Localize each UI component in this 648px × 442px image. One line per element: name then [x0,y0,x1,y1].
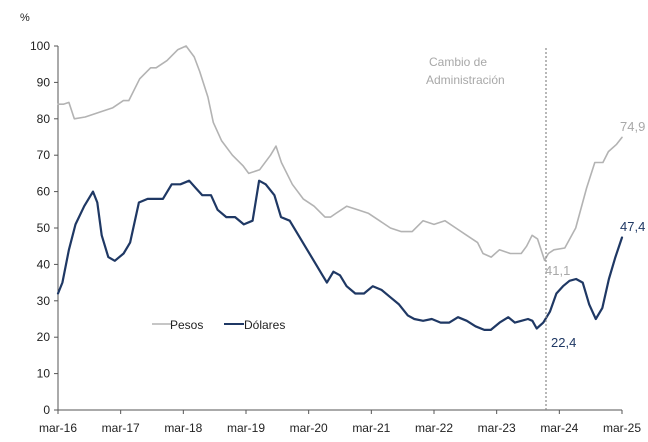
y-tick-label: 80 [37,112,51,126]
x-tick-label: mar-22 [415,421,453,435]
x-tick-label: mar-16 [39,421,77,435]
y-axis-label: % [20,12,30,24]
x-tick-label: mar-19 [227,421,265,435]
label-pesos-min: 41,1 [545,263,570,278]
legend: Pesos Dólares [152,318,285,332]
y-tick-label: 90 [37,75,51,89]
legend-dolares-label: Dólares [244,318,285,332]
y-tick-label: 40 [37,257,51,271]
x-tick-label: mar-21 [352,421,390,435]
x-tick-label: mar-24 [540,421,578,435]
series-line-dolares [56,179,624,331]
y-tick-label: 0 [43,403,50,417]
annotation-change-line2: Administración [426,73,505,87]
series-layer [56,45,624,331]
x-tick-label: mar-18 [164,421,202,435]
x-tick-label: mar-20 [290,421,328,435]
x-tick-label: mar-17 [102,421,140,435]
y-tick-label: 20 [37,330,51,344]
y-tick-label: 100 [30,39,50,53]
label-dolares-min: 22,4 [551,335,576,350]
label-pesos-last: 74,9 [620,119,645,134]
label-dolares-last: 47,4 [620,219,645,234]
y-tick-label: 30 [37,294,51,308]
y-tick-label: 10 [37,367,51,381]
y-tick-label: 60 [37,185,51,199]
x-axis: mar-16 mar-17 mar-18 mar-19 mar-20 mar-21 mar-… [39,409,641,435]
y-axis: 0 10 20 30 40 50 60 70 80 90 100 [30,39,59,417]
x-tick-label: mar-23 [478,421,516,435]
x-tick-label: mar-25 [603,421,641,435]
y-tick-label: 70 [37,148,51,162]
series-line-pesos [57,45,623,262]
annotation-change-line1: Cambio de [429,55,487,69]
y-tick-label: 50 [37,221,51,235]
legend-pesos-label: Pesos [170,318,203,332]
